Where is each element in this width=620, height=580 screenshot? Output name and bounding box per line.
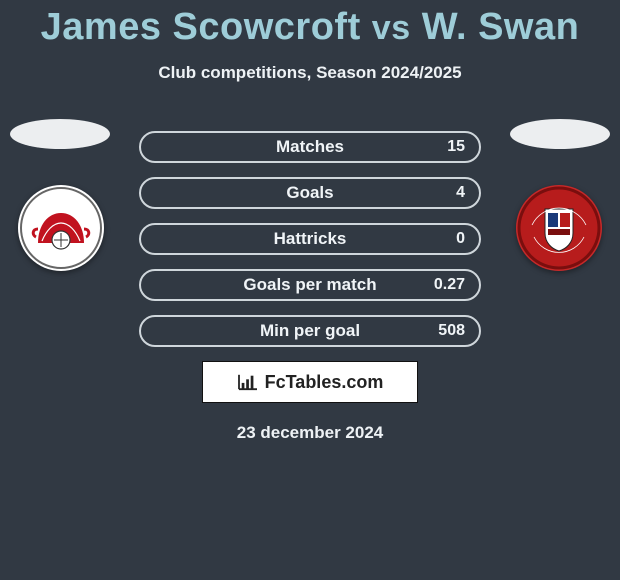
stat-row-goals-per-match: Goals per match 0.27	[139, 269, 481, 301]
stat-row-matches: Matches 15	[139, 131, 481, 163]
club-crest-icon	[18, 185, 104, 271]
player2-club-badge	[516, 185, 602, 271]
stat-pill-list: Matches 15 Goals 4 Hattricks 0 Goals per…	[139, 131, 481, 347]
stat-value-right: 508	[438, 322, 465, 340]
stat-value-right: 4	[456, 184, 465, 202]
player2-name: W. Swan	[422, 6, 580, 48]
stat-label: Goals	[286, 183, 333, 203]
brand-text: FcTables.com	[265, 372, 384, 393]
comparison-arena: Matches 15 Goals 4 Hattricks 0 Goals per…	[0, 131, 620, 443]
player1-avatar-placeholder	[10, 119, 110, 149]
stat-row-min-per-goal: Min per goal 508	[139, 315, 481, 347]
player1-club-badge	[18, 185, 104, 271]
vs-separator: vs	[372, 9, 411, 47]
bar-chart-icon	[237, 373, 259, 391]
player2-avatar-placeholder	[510, 119, 610, 149]
player1-name: James Scowcroft	[41, 6, 361, 48]
stat-row-goals: Goals 4	[139, 177, 481, 209]
stat-value-right: 0.27	[434, 276, 465, 294]
stat-value-right: 0	[456, 230, 465, 248]
stat-value-right: 15	[447, 138, 465, 156]
stat-row-hattricks: Hattricks 0	[139, 223, 481, 255]
snapshot-date: 23 december 2024	[0, 423, 620, 443]
stat-label: Goals per match	[243, 275, 376, 295]
comparison-title: James Scowcroft vs W. Swan	[0, 0, 620, 49]
club-crest-icon	[516, 185, 602, 271]
season-subtitle: Club competitions, Season 2024/2025	[0, 63, 620, 83]
stat-label: Matches	[276, 137, 344, 157]
stat-label: Hattricks	[274, 229, 347, 249]
stat-label: Min per goal	[260, 321, 360, 341]
brand-attribution: FcTables.com	[202, 361, 418, 403]
